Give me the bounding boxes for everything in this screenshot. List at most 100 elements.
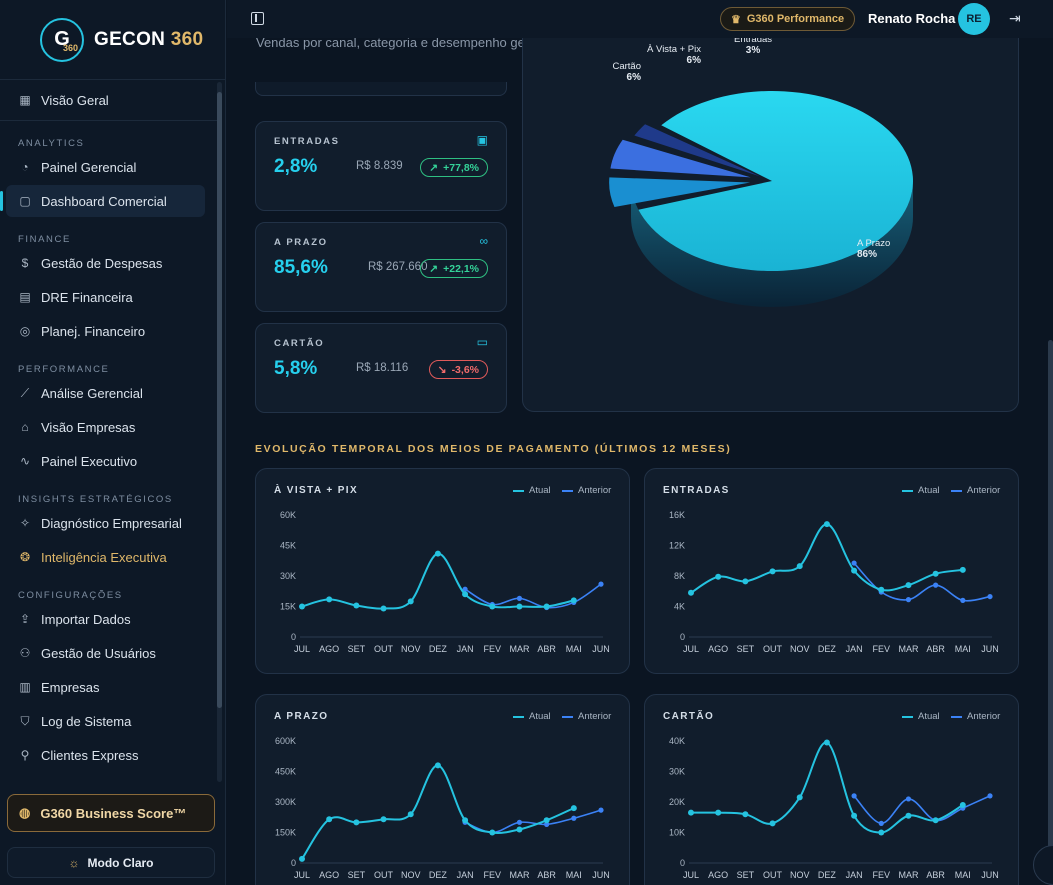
data-point-atual[interactable] xyxy=(823,739,830,746)
data-point-atual[interactable] xyxy=(434,762,441,769)
data-point-anterior[interactable] xyxy=(878,820,884,826)
sidebar-item-empresas[interactable]: ▥ Empresas xyxy=(0,671,218,703)
data-point-anterior[interactable] xyxy=(960,597,966,603)
data-point-atual[interactable] xyxy=(932,817,939,824)
data-point-atual[interactable] xyxy=(407,598,414,605)
performance-badge[interactable]: ♛ G360 Performance xyxy=(720,7,856,31)
data-point-anterior[interactable] xyxy=(516,595,523,601)
section-title: EVOLUÇÃO TEMPORAL DOS MEIOS DE PAGAMENTO… xyxy=(255,443,732,455)
pie-slice-a-prazo[interactable] xyxy=(638,90,913,271)
data-point-anterior[interactable] xyxy=(571,815,577,821)
data-point-atual[interactable] xyxy=(353,602,360,609)
sidebar-item-diagnostico-empresarial[interactable]: ✧ Diagnóstico Empresarial xyxy=(0,507,218,539)
data-point-atual[interactable] xyxy=(878,829,885,836)
data-point-atual[interactable] xyxy=(905,812,912,819)
y-tick-label: 10K xyxy=(669,828,685,838)
data-point-atual[interactable] xyxy=(407,811,414,818)
data-point-atual[interactable] xyxy=(516,603,523,610)
data-point-atual[interactable] xyxy=(570,805,577,812)
business-score-button[interactable]: ◍ G360 Business Score™ xyxy=(7,794,215,832)
data-point-atual[interactable] xyxy=(959,802,966,809)
sidebar-item-clientes-express[interactable]: ⚲ Clientes Express xyxy=(0,739,218,771)
pie-slice-entradas[interactable] xyxy=(634,124,761,177)
page-scrollbar[interactable] xyxy=(1048,340,1053,885)
data-point-anterior[interactable] xyxy=(598,807,604,813)
legend-current[interactable]: Atual xyxy=(902,485,940,496)
sidebar-item-painel-executivo[interactable]: ∿ Painel Executivo xyxy=(0,445,218,477)
sidebar-item-painel-gerencial[interactable]: ◔ Painel Gerencial xyxy=(0,151,218,183)
data-point-anterior[interactable] xyxy=(933,582,939,588)
legend-previous[interactable]: Anterior xyxy=(951,485,1000,496)
data-point-anterior[interactable] xyxy=(544,821,550,827)
data-point-anterior[interactable] xyxy=(462,586,468,592)
data-point-atual[interactable] xyxy=(823,521,830,528)
avatar[interactable]: RE xyxy=(958,3,990,35)
light-mode-button[interactable]: ☼ Modo Claro xyxy=(7,847,215,878)
logout-icon[interactable]: ⇥ xyxy=(1009,10,1021,26)
data-point-atual[interactable] xyxy=(570,597,577,604)
data-point-anterior[interactable] xyxy=(851,793,857,799)
data-point-atual[interactable] xyxy=(715,809,722,816)
data-point-atual[interactable] xyxy=(462,591,469,598)
data-point-atual[interactable] xyxy=(489,829,496,836)
data-point-atual[interactable] xyxy=(543,817,550,824)
sidebar-item-planej-financeiro[interactable]: ◎ Planej. Financeiro xyxy=(0,315,218,347)
sidebar-item-visao-geral[interactable]: ▦ Visão Geral xyxy=(0,84,218,116)
data-point-anterior[interactable] xyxy=(598,581,604,587)
data-point-atual[interactable] xyxy=(932,570,939,577)
data-point-atual[interactable] xyxy=(905,582,912,589)
data-point-atual[interactable] xyxy=(299,603,305,610)
chart-title: ENTRADAS xyxy=(663,485,730,496)
sidebar-item-dashboard-comercial[interactable]: ▢ Dashboard Comercial xyxy=(0,185,205,217)
data-point-atual[interactable] xyxy=(462,817,469,824)
sidebar-item-dre-financeira[interactable]: ▤ DRE Financeira xyxy=(0,281,218,313)
data-point-anterior[interactable] xyxy=(905,597,912,603)
data-point-atual[interactable] xyxy=(380,605,387,612)
data-point-atual[interactable] xyxy=(516,826,523,833)
legend-previous[interactable]: Anterior xyxy=(562,711,611,722)
data-point-atual[interactable] xyxy=(353,819,360,826)
data-point-atual[interactable] xyxy=(851,567,858,574)
data-point-atual[interactable] xyxy=(326,816,333,823)
data-point-anterior[interactable] xyxy=(987,793,993,799)
data-point-anterior[interactable] xyxy=(516,819,523,825)
data-point-atual[interactable] xyxy=(715,573,722,580)
data-point-anterior[interactable] xyxy=(851,560,857,566)
data-point-atual[interactable] xyxy=(434,550,441,557)
data-point-atual[interactable] xyxy=(299,855,305,862)
data-point-atual[interactable] xyxy=(543,603,550,610)
sidebar-item-inteligencia-executiva[interactable]: ❂ Inteligência Executiva xyxy=(0,541,218,573)
legend-previous[interactable]: Anterior xyxy=(562,485,611,496)
sidebar-scrollbar-thumb[interactable] xyxy=(217,92,222,708)
data-point-atual[interactable] xyxy=(380,816,387,823)
data-point-atual[interactable] xyxy=(326,596,333,603)
pie-slice-cartao[interactable] xyxy=(609,177,751,208)
legend-previous[interactable]: Anterior xyxy=(951,711,1000,722)
sidebar-item-gestao-de-usuarios[interactable]: ⚇ Gestão de Usuários xyxy=(0,637,218,669)
data-point-atual[interactable] xyxy=(742,578,749,585)
data-point-anterior[interactable] xyxy=(987,593,993,600)
sidebar-item-analise-gerencial[interactable]: ⟋ Análise Gerencial xyxy=(0,377,218,409)
collapse-sidebar-icon[interactable] xyxy=(251,12,264,25)
data-point-atual[interactable] xyxy=(796,563,803,570)
sidebar-item-importar-dados[interactable]: ⇪ Importar Dados xyxy=(0,603,218,635)
pie-slice-a-vista-pix[interactable] xyxy=(610,139,751,178)
data-point-anterior[interactable] xyxy=(905,796,912,802)
data-point-atual[interactable] xyxy=(878,586,885,593)
legend-current[interactable]: Atual xyxy=(513,485,551,496)
data-point-atual[interactable] xyxy=(742,811,749,818)
data-point-atual[interactable] xyxy=(796,794,803,801)
legend-current[interactable]: Atual xyxy=(513,711,551,722)
data-point-atual[interactable] xyxy=(769,568,776,575)
data-point-atual[interactable] xyxy=(489,603,496,610)
data-point-atual[interactable] xyxy=(688,809,694,816)
brand-logo[interactable]: G 360 GECON 360 xyxy=(0,0,225,80)
data-point-atual[interactable] xyxy=(769,820,776,827)
sidebar-item-gestao-de-despesas[interactable]: $ Gestão de Despesas xyxy=(0,247,218,279)
legend-current[interactable]: Atual xyxy=(902,711,940,722)
data-point-atual[interactable] xyxy=(959,566,966,573)
sidebar-item-log-de-sistema[interactable]: ⛉ Log de Sistema xyxy=(0,705,218,737)
data-point-atual[interactable] xyxy=(688,589,694,596)
sidebar-item-visao-empresas[interactable]: ⌂ Visão Empresas xyxy=(0,411,218,443)
data-point-atual[interactable] xyxy=(851,812,858,819)
